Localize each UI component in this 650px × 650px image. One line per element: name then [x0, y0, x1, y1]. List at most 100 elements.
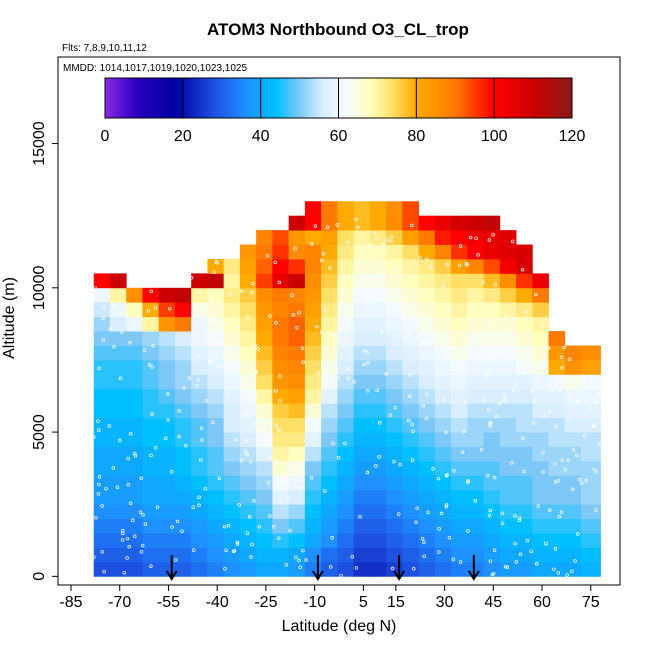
- heatmap-cell: [109, 533, 127, 548]
- x-tick-label: 45: [484, 594, 502, 611]
- sample-point: [290, 293, 294, 298]
- sample-point: [329, 379, 334, 384]
- sample-point: [177, 409, 181, 413]
- heatmap-cell: [386, 201, 403, 217]
- heatmap-cell: [272, 359, 290, 375]
- sample-point: [198, 457, 203, 462]
- heatmap-cell: [483, 331, 501, 346]
- sample-point: [226, 524, 231, 528]
- colorbar-swatch: [389, 78, 392, 118]
- colorbar-swatch: [161, 78, 164, 118]
- heatmap-cell: [353, 316, 371, 332]
- colorbar-swatch: [478, 78, 482, 118]
- heatmap-cell: [239, 345, 257, 361]
- sample-point: [545, 358, 549, 363]
- colorbar-swatch: [215, 78, 219, 118]
- sample-point: [253, 370, 258, 374]
- colorbar-swatch: [171, 78, 174, 118]
- heatmap-cell: [467, 230, 484, 245]
- heatmap-cell: [434, 547, 452, 563]
- heatmap-cell: [369, 460, 387, 476]
- heatmap-cell: [256, 547, 273, 563]
- heatmap-cell: [516, 489, 533, 505]
- heatmap-cell: [483, 215, 501, 231]
- heatmap-cell: [402, 258, 419, 274]
- colorbar-swatch: [248, 78, 252, 118]
- heatmap-cell: [304, 417, 322, 433]
- heatmap-cell: [402, 273, 419, 289]
- sample-point: [97, 482, 101, 487]
- heatmap-cell: [207, 273, 225, 289]
- heatmap-cell: [174, 417, 192, 433]
- heatmap-cell: [256, 273, 273, 289]
- heatmap-cell: [353, 432, 371, 447]
- colorbar-swatch: [416, 78, 419, 118]
- heatmap-cell: [369, 388, 387, 404]
- sample-point: [570, 569, 574, 573]
- sample-point: [321, 376, 326, 381]
- colorbar-swatch: [540, 78, 544, 118]
- sample-point: [100, 549, 104, 554]
- heatmap-cell: [223, 258, 241, 274]
- heatmap-cell: [434, 302, 452, 318]
- heatmap-cell: [223, 518, 241, 534]
- heatmap-cell: [93, 504, 111, 520]
- heatmap-cell: [451, 215, 468, 231]
- colorbar-swatch: [272, 78, 275, 118]
- sample-point: [120, 538, 125, 542]
- heatmap-cell: [483, 388, 501, 404]
- colorbar-swatch: [451, 78, 454, 118]
- heatmap-cell: [321, 561, 338, 577]
- heatmap-cell: [532, 432, 549, 447]
- heatmap-cell: [353, 359, 371, 375]
- heatmap-cell: [369, 403, 387, 419]
- heatmap-cell: [451, 417, 468, 433]
- heatmap-cell: [239, 417, 257, 433]
- heatmap-cell: [142, 316, 160, 332]
- colorbar-swatch: [418, 78, 421, 118]
- colorbar-swatch: [155, 78, 159, 118]
- heatmap-cell: [272, 273, 290, 289]
- sample-point: [339, 573, 343, 578]
- colorbar-swatch: [482, 78, 485, 118]
- sample-point: [592, 467, 596, 472]
- heatmap-cell: [272, 244, 290, 260]
- colorbar-swatch: [173, 78, 176, 118]
- sample-point: [457, 331, 462, 335]
- heatmap-cell: [109, 331, 127, 346]
- colorbar-swatch: [538, 78, 542, 118]
- heatmap-cell: [158, 417, 176, 433]
- colorbar-swatch: [243, 78, 246, 118]
- heatmap-cell: [434, 475, 452, 491]
- heatmap-cell: [499, 460, 517, 476]
- heatmap-cell: [256, 244, 273, 260]
- heatmap-cell: [207, 475, 225, 491]
- heatmap-cell: [451, 388, 468, 404]
- heatmap-cell: [304, 345, 322, 361]
- colorbar-swatch: [340, 78, 343, 118]
- sample-point: [274, 321, 278, 325]
- sample-point: [372, 231, 377, 235]
- heatmap-cell: [207, 302, 225, 318]
- sample-point: [300, 346, 305, 351]
- heatmap-cell: [256, 258, 273, 274]
- heatmap-cell: [386, 417, 403, 433]
- heatmap-cell: [499, 489, 517, 505]
- sample-point: [390, 566, 395, 571]
- colorbar-swatch: [293, 78, 297, 118]
- sample-point: [457, 263, 462, 267]
- sample-point: [382, 241, 387, 245]
- sample-points-layer: [92, 217, 602, 578]
- flights-label: Flts: 7,8,9,10,11,12: [62, 43, 147, 54]
- sample-point: [503, 394, 507, 399]
- heatmap-cell: [516, 504, 533, 520]
- heatmap-cell: [93, 403, 111, 419]
- colorbar-swatch: [472, 78, 476, 118]
- colorbar-swatch: [295, 78, 299, 118]
- sample-point: [250, 374, 255, 378]
- y-tick-label: 5000: [31, 414, 48, 450]
- colorbar-swatch: [396, 78, 400, 118]
- heatmap-cell: [207, 287, 225, 303]
- sample-point: [96, 428, 101, 432]
- heatmap-cell: [223, 432, 241, 447]
